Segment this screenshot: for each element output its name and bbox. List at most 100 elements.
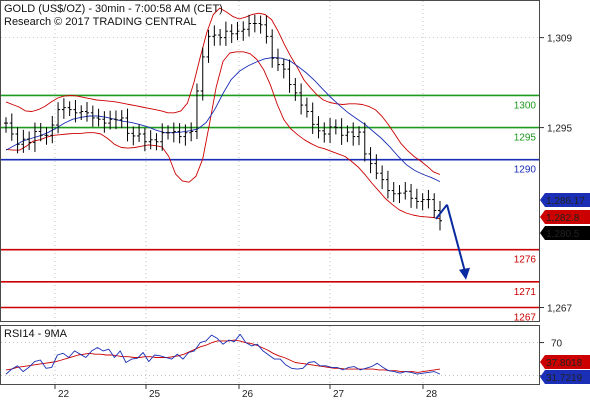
bollinger-upper-line [5, 7, 441, 175]
rsi-series [5, 333, 441, 375]
price-bars [4, 14, 442, 231]
tag-last-price-box [540, 226, 590, 240]
price-bar [362, 122, 367, 162]
price-bar [154, 133, 159, 151]
price-bar [79, 105, 84, 121]
price-tick-label: 1,267 [547, 304, 572, 315]
date-tick-label: 28 [426, 389, 438, 400]
price-bar [206, 29, 211, 63]
level-label-1300: 1300 [514, 100, 537, 111]
price-bar [148, 130, 153, 150]
chart-title: GOLD (US$/OZ) - 30min - 7:00:58 AM (CET) [4, 3, 223, 15]
price-bar [385, 170, 390, 199]
price-levels: 1300 1295 1290 1276 1271 1267 [1, 94, 539, 324]
tag-rsi-value-box [540, 370, 590, 384]
forecast-arrow-head [459, 267, 470, 280]
tag-bollinger-value: 1,282.8 [540, 210, 590, 224]
price-bar [223, 21, 228, 46]
price-bar [432, 193, 437, 218]
price-bar [194, 83, 199, 140]
price-bar [85, 101, 90, 122]
price-bar [409, 183, 414, 208]
level-label-1290: 1290 [514, 165, 537, 176]
price-bar [264, 15, 269, 44]
chart-copyright: Research © 2017 TRADING CENTRAL [4, 16, 197, 28]
tag-bollinger-value-box [540, 210, 590, 224]
rsi-panel-label: RSI14 - 9MA [4, 328, 68, 340]
date-tick-label: 22 [58, 389, 70, 400]
price-bar [61, 98, 66, 119]
price-bar [374, 154, 379, 180]
price-bar [293, 78, 298, 101]
price-bar [351, 122, 356, 146]
price-bar [166, 125, 171, 140]
price-bar [73, 99, 78, 123]
price-bar [125, 108, 130, 142]
price-bar [252, 14, 257, 33]
value-tags: 1,286.17 1,282.8 1,280.5 37.8018 31.7219 [540, 193, 590, 384]
price-bar [258, 15, 263, 34]
price-bar [108, 110, 113, 130]
price-bar [403, 182, 408, 200]
price-bar [21, 129, 26, 153]
price-bar [212, 25, 217, 46]
level-label-1276: 1276 [514, 255, 537, 266]
price-bar [438, 200, 442, 231]
price-bar [380, 165, 385, 190]
tag-rsi-value-text: 31.7219 [546, 373, 583, 384]
price-bar [15, 127, 20, 154]
tag-rsi-ma-value: 37.8018 [540, 355, 590, 369]
forecast-arrow-lead [435, 204, 448, 220]
price-bar [183, 124, 188, 146]
price-bar [299, 83, 304, 115]
level-label-1271: 1271 [514, 287, 537, 298]
price-bar [368, 147, 373, 174]
tag-ma-value-box [540, 193, 590, 207]
price-bar [241, 21, 246, 41]
price-bar [229, 24, 234, 44]
price-bar [9, 113, 14, 141]
price-bar [328, 118, 333, 144]
price-bar [281, 58, 286, 79]
price-bar [420, 193, 425, 211]
price-bar [119, 110, 124, 129]
price-bar [218, 29, 223, 46]
tag-last-price-text: 1,280.5 [546, 229, 580, 240]
price-bar [391, 182, 396, 203]
price-bar [32, 122, 37, 152]
date-tick-label: 27 [333, 389, 345, 400]
rsi-tick-label: 70 [551, 339, 563, 350]
price-bar [177, 123, 182, 144]
moving-average-line [5, 57, 441, 183]
price-bar [113, 110, 118, 130]
price-bar [426, 189, 431, 209]
price-bar [131, 126, 136, 146]
price-panel-frame [0, 0, 540, 322]
price-bar [38, 122, 43, 142]
price-bar [50, 115, 55, 144]
tag-rsi-value: 31.7219 [540, 370, 590, 384]
price-bar [67, 101, 72, 117]
price-bar [356, 126, 361, 146]
price-bar [137, 124, 142, 142]
rsi-panel-frame [0, 325, 540, 385]
price-bar [27, 131, 32, 150]
tag-rsi-ma-value-text: 37.8018 [546, 358, 583, 369]
rsi-ma-line [5, 339, 441, 373]
tag-ma-value-text: 1,286.17 [546, 196, 585, 207]
price-bar [397, 185, 402, 204]
forecast-arrow-shaft [446, 204, 466, 273]
price-bar [339, 118, 344, 145]
price-bar [322, 122, 327, 143]
level-label-1295: 1295 [514, 133, 537, 144]
price-bar [275, 48, 280, 72]
tag-rsi-ma-value-box [540, 355, 590, 369]
price-bar [333, 119, 338, 135]
price-bar [235, 21, 240, 41]
price-bar [102, 111, 107, 133]
price-bar [304, 97, 309, 118]
price-bar [310, 102, 315, 134]
price-bar [316, 116, 321, 139]
price-bar [96, 108, 101, 127]
